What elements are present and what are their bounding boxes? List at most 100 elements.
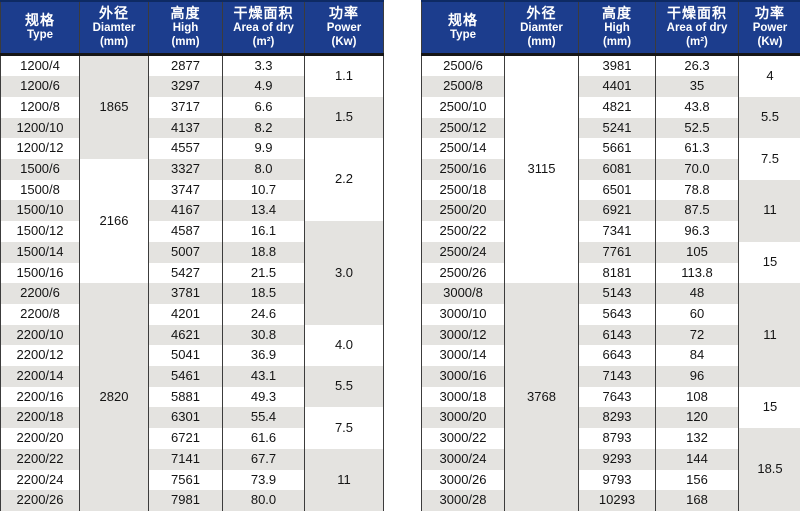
type-cell: 1200/6 — [0, 76, 80, 97]
high-cell: 5041 — [148, 345, 223, 367]
header-high-en: High — [172, 22, 199, 35]
high-cell: 6301 — [148, 407, 223, 429]
type-cell: 3000/18 — [421, 386, 505, 408]
area-cell: 18.8 — [222, 241, 305, 263]
type-cell: 1500/6 — [0, 159, 80, 180]
type-cell: 2200/6 — [0, 283, 80, 304]
area-cell: 6.6 — [222, 96, 305, 118]
high-cell: 5881 — [148, 386, 223, 408]
area-cell: 67.7 — [222, 448, 305, 470]
header-area-cn: 干燥面积 — [233, 5, 294, 22]
area-cell: 144 — [655, 448, 739, 470]
type-cell: 1200/12 — [0, 138, 80, 160]
high-cell: 8793 — [578, 428, 656, 449]
type-cell: 2500/6 — [421, 54, 505, 77]
diameter-cell: 3768 — [504, 283, 579, 511]
table-row: 2200/16 5881 49.3 — [0, 386, 384, 408]
type-cell: 2200/22 — [0, 448, 80, 470]
table-row: 3000/14 6643 84 — [421, 345, 800, 367]
power-cell: 7.5 — [304, 407, 384, 449]
high-cell: 4201 — [148, 303, 223, 325]
type-cell: 2200/12 — [0, 345, 80, 367]
power-cell: 11 — [738, 283, 800, 387]
high-cell: 9793 — [578, 469, 656, 491]
high-cell: 3981 — [578, 54, 656, 77]
high-cell: 5461 — [148, 366, 223, 387]
area-cell: 43.8 — [655, 96, 739, 118]
type-cell: 3000/14 — [421, 345, 505, 367]
table-row: 1200/4 1865 2877 3.3 1.1 — [0, 54, 384, 160]
type-cell: 2200/14 — [0, 366, 80, 387]
type-cell: 2200/10 — [0, 324, 80, 346]
type-cell: 3000/22 — [421, 428, 505, 449]
high-cell: 6643 — [578, 345, 656, 367]
header-type-en: Type — [450, 29, 476, 42]
type-cell: 2200/20 — [0, 428, 80, 449]
header-power-unit: (Kw) — [757, 36, 783, 49]
table-row: 3000/8 3768 5143 48 11 — [421, 283, 800, 511]
header-power-cn: 功率 — [329, 5, 359, 22]
type-cell: 2500/12 — [421, 117, 505, 139]
type-cell: 2500/16 — [421, 159, 505, 180]
type-cell: 1200/4 — [0, 54, 80, 77]
type-cell: 2200/16 — [0, 386, 80, 408]
diameter-cell: 1865 — [79, 54, 149, 160]
table-row: 3000/18 7643 108 15 — [421, 386, 800, 429]
area-cell: 10.7 — [222, 179, 305, 201]
type-cell: 2500/22 — [421, 221, 505, 242]
area-cell: 96.3 — [655, 221, 739, 242]
table-row: 3000/10 5643 60 — [421, 303, 800, 325]
power-cell: 11 — [738, 179, 800, 242]
power-cell: 15 — [738, 386, 800, 429]
high-cell: 8181 — [578, 262, 656, 284]
power-cell: 1.1 — [304, 54, 384, 97]
header-type-en: Type — [27, 29, 53, 42]
area-cell: 61.3 — [655, 138, 739, 160]
table-row: 3000/26 9793 156 — [421, 469, 800, 491]
header-type-cn: 规格 — [448, 12, 478, 29]
header-diameter-en: Diamter — [92, 22, 136, 35]
spec-table-left: 规格 Type 外径 Diamter (mm) 高度 High (mm) 干燥面积 Area of… — [0, 0, 384, 511]
area-cell: 84 — [655, 345, 739, 367]
high-cell: 4401 — [578, 76, 656, 97]
header-type: 规格 Type — [0, 0, 80, 56]
header-high-cn: 高度 — [170, 5, 201, 22]
type-cell: 1200/8 — [0, 96, 80, 118]
type-cell: 2200/18 — [0, 407, 80, 429]
type-cell: 2500/8 — [421, 76, 505, 97]
power-cell: 11 — [304, 448, 384, 511]
high-cell: 4137 — [148, 117, 223, 139]
area-cell: 30.8 — [222, 324, 305, 346]
area-cell: 26.3 — [655, 54, 739, 77]
header-area-unit: (m²) — [252, 36, 275, 49]
high-cell: 7643 — [578, 386, 656, 408]
power-cell: 15 — [738, 241, 800, 284]
diameter-cell: 2166 — [79, 159, 149, 284]
high-cell: 7561 — [148, 469, 223, 491]
header-high-cn: 高度 — [602, 5, 632, 22]
high-cell: 7143 — [578, 366, 656, 387]
high-cell: 5427 — [148, 262, 223, 284]
header-row: 规格 Type 外径 Diamter (mm) 高度 High (mm) 干燥面积 Area of… — [0, 0, 384, 56]
type-cell: 3000/24 — [421, 448, 505, 470]
header-diameter-en: Diamter — [520, 22, 563, 35]
power-cell: 5.5 — [304, 366, 384, 408]
table-gap — [384, 0, 421, 511]
high-cell: 4167 — [148, 200, 223, 222]
header-diameter-cn: 外径 — [526, 5, 557, 22]
header-high: 高度 High (mm) — [578, 0, 656, 56]
table-row: 2500/22 7341 96.3 — [421, 221, 800, 242]
type-cell: 1500/10 — [0, 200, 80, 222]
high-cell: 3747 — [148, 179, 223, 201]
high-cell: 3327 — [148, 159, 223, 180]
header-diameter: 外径 Diamter (mm) — [504, 0, 579, 56]
area-cell: 55.4 — [222, 407, 305, 429]
table-row: 2500/10 4821 43.8 5.5 — [421, 96, 800, 139]
table-row: 2200/20 6721 61.6 — [0, 428, 384, 449]
type-cell: 3000/10 — [421, 303, 505, 325]
area-cell: 132 — [655, 428, 739, 449]
high-cell: 3781 — [148, 283, 223, 304]
area-cell: 43.1 — [222, 366, 305, 387]
high-cell: 5143 — [578, 283, 656, 304]
